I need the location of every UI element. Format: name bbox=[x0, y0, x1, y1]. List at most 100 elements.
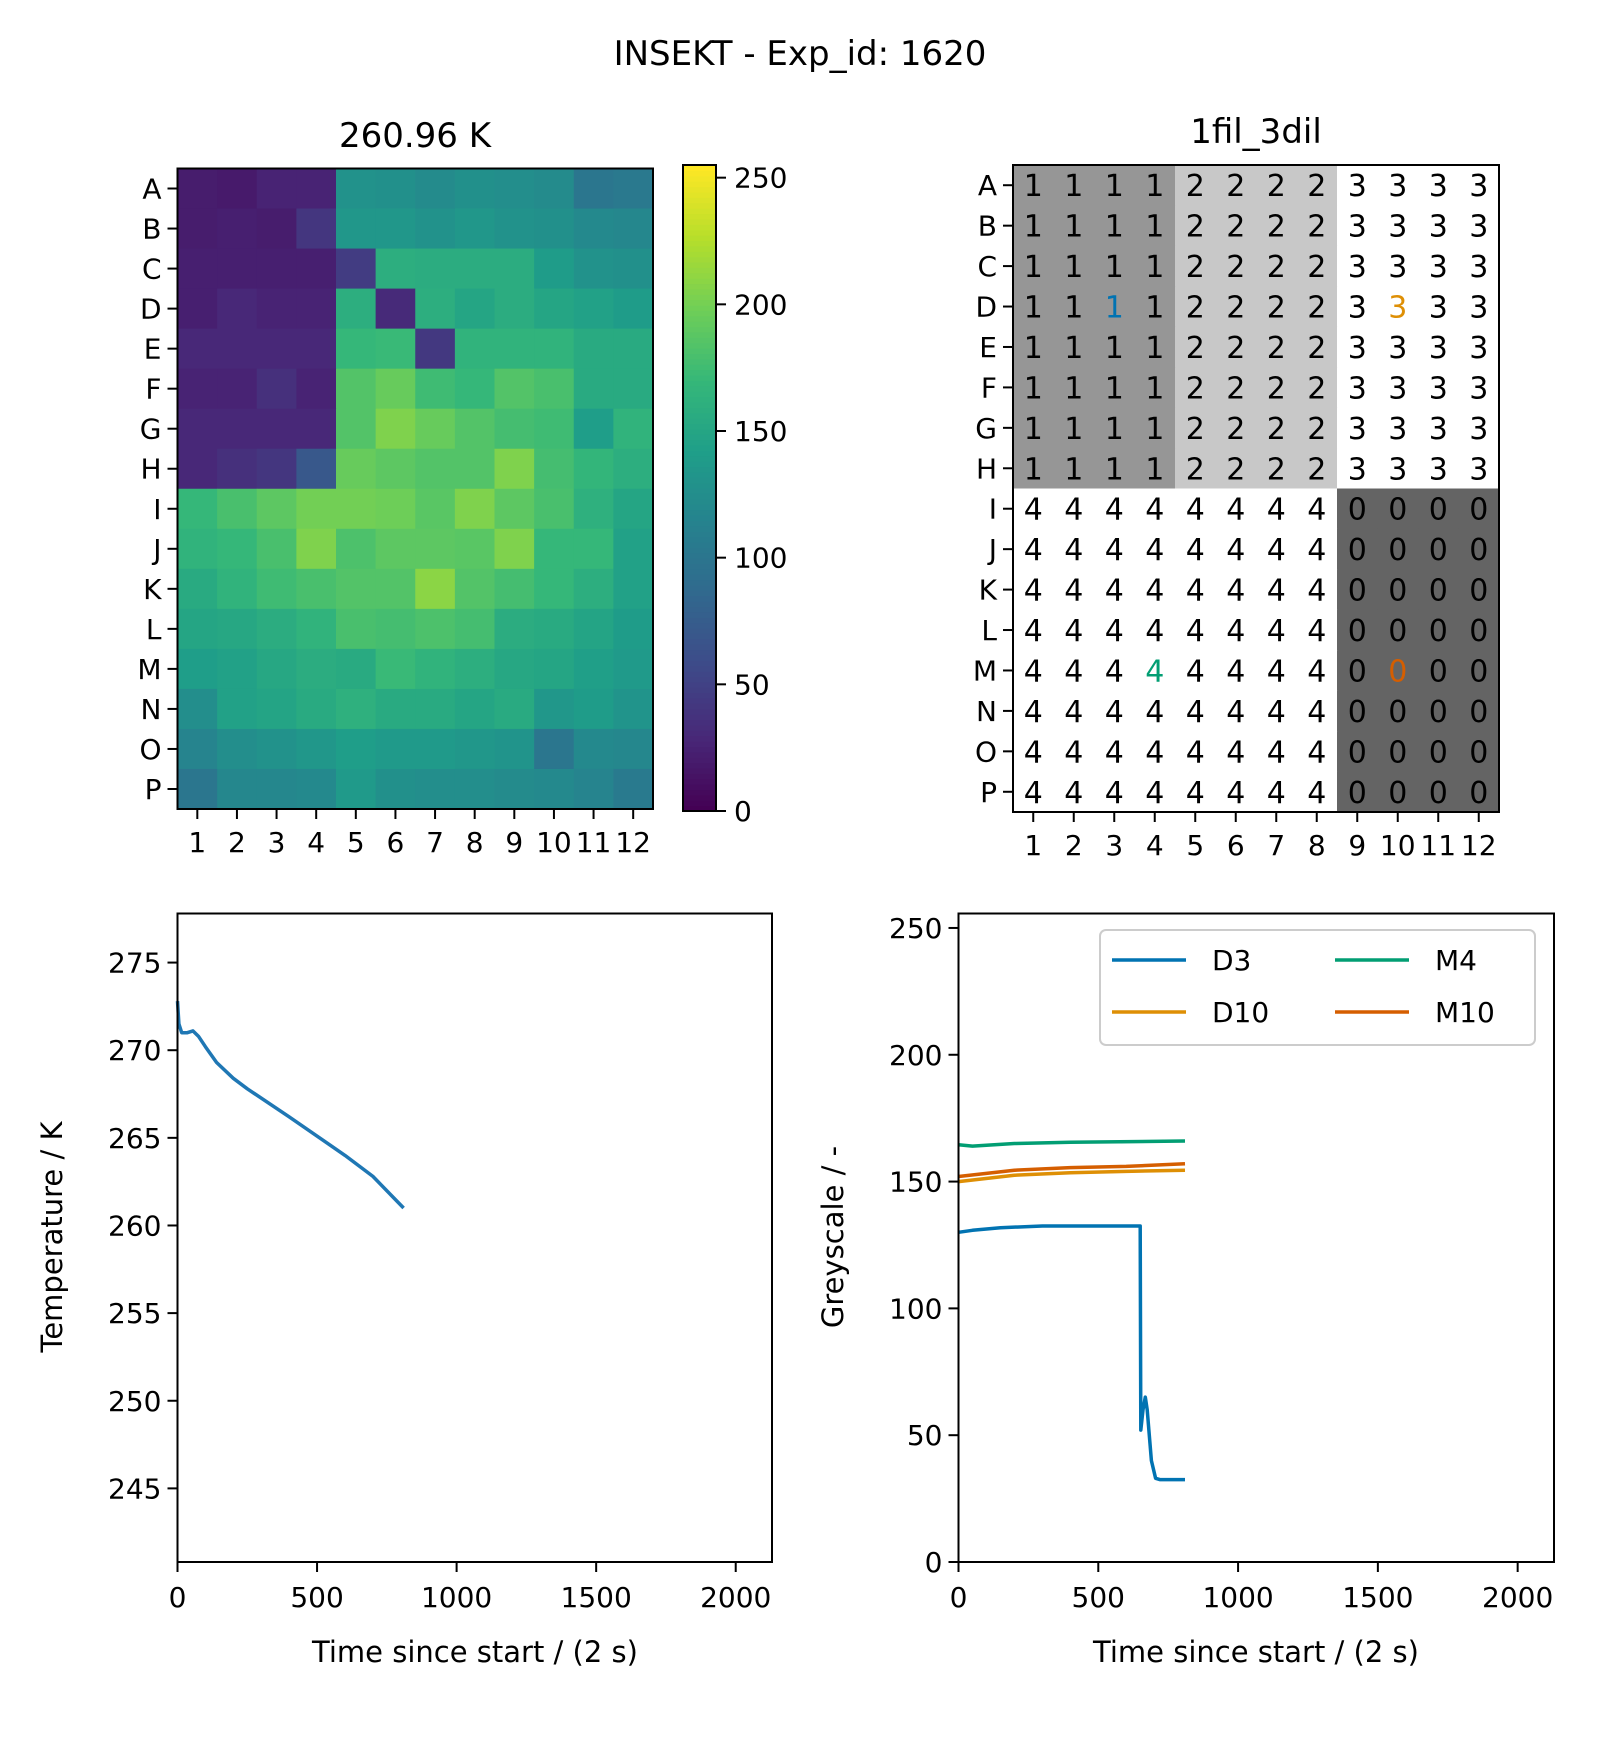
layout-cell-label: 1 bbox=[1024, 210, 1043, 245]
heatmap-cell bbox=[613, 688, 654, 730]
heatmap-cell bbox=[454, 688, 495, 730]
layout-cell-label: 4 bbox=[1226, 695, 1245, 730]
heatmap-cell bbox=[613, 248, 654, 290]
layout-cell-label: 4 bbox=[1064, 614, 1083, 649]
layout-cell-label: 4 bbox=[1064, 533, 1083, 568]
colorbar-segment bbox=[683, 708, 716, 715]
heatmap-cell bbox=[454, 208, 495, 250]
colorbar-segment bbox=[683, 498, 716, 505]
layout-cell-label: 3 bbox=[1348, 210, 1367, 245]
layout-cell bbox=[1134, 488, 1176, 530]
heatmap-cell bbox=[573, 608, 614, 650]
layout-row-label: I bbox=[989, 493, 997, 526]
colorbar-segment bbox=[683, 202, 716, 209]
heatmap-cell bbox=[454, 568, 495, 610]
layout-cell-label: 3 bbox=[1429, 412, 1448, 447]
heatmap-cell bbox=[415, 248, 456, 290]
layout-cell-label: 0 bbox=[1469, 614, 1488, 649]
layout-cell-label: 0 bbox=[1469, 776, 1488, 811]
colorbar-segment bbox=[683, 439, 716, 446]
layout-cell bbox=[1256, 165, 1297, 206]
temp-xtick-label: 0 bbox=[169, 1581, 187, 1614]
layout-cell bbox=[1134, 205, 1176, 247]
layout-cell bbox=[1458, 690, 1500, 732]
layout-cell-label: 4 bbox=[1145, 574, 1164, 609]
layout-cell bbox=[1377, 367, 1419, 409]
layout-cell-label: 4 bbox=[1226, 654, 1245, 689]
layout-cell bbox=[1256, 367, 1297, 409]
layout-cell-label: 0 bbox=[1388, 574, 1407, 609]
layout-cell-label: 1 bbox=[1105, 452, 1124, 487]
layout-col-label: 12 bbox=[1461, 829, 1497, 862]
heatmap-cell bbox=[256, 448, 297, 490]
colorbar-segment bbox=[683, 622, 716, 629]
layout-cell bbox=[1013, 488, 1054, 530]
heatmap-row-label: L bbox=[146, 613, 162, 646]
colorbar-segment bbox=[683, 369, 716, 376]
heatmap-cell bbox=[375, 608, 416, 650]
heatmap-cell bbox=[454, 608, 495, 650]
colorbar-segment bbox=[683, 229, 716, 236]
layout-cell-label: 2 bbox=[1226, 210, 1245, 245]
layout-cell-label: 0 bbox=[1348, 614, 1367, 649]
heatmap-col-label: 2 bbox=[228, 826, 246, 859]
layout-cell-label: 4 bbox=[1105, 533, 1124, 568]
heatmap-row-label: J bbox=[151, 533, 161, 566]
layout-cell bbox=[1053, 367, 1095, 409]
layout-cell bbox=[1215, 367, 1257, 409]
layout-cell-label: 0 bbox=[1469, 533, 1488, 568]
heatmap-cell bbox=[336, 648, 377, 690]
heatmap-cell bbox=[256, 168, 297, 210]
colorbar-segment bbox=[683, 681, 716, 688]
heatmap-cell bbox=[336, 208, 377, 250]
layout-cell bbox=[1458, 528, 1500, 570]
heatmap-cell bbox=[177, 408, 218, 450]
layout-cell bbox=[1377, 771, 1419, 813]
heatmap-cell bbox=[454, 408, 495, 450]
grey-xlabel: Time since start / (2 s) bbox=[1092, 1635, 1419, 1669]
heatmap-cell bbox=[177, 568, 218, 610]
colorbar-segment bbox=[683, 310, 716, 317]
layout-cell-label: 4 bbox=[1226, 735, 1245, 770]
colorbar-segment bbox=[683, 703, 716, 710]
heatmap-col-label: 9 bbox=[505, 826, 523, 859]
layout-cell bbox=[1418, 569, 1459, 611]
layout-cell-label: 0 bbox=[1469, 493, 1488, 528]
colorbar-segment bbox=[683, 649, 716, 656]
heatmap-cell bbox=[534, 448, 575, 490]
colorbar-segment bbox=[683, 654, 716, 661]
heatmap-cell bbox=[454, 768, 495, 810]
colorbar-segment bbox=[683, 724, 716, 731]
layout-cell-label: 2 bbox=[1267, 169, 1286, 204]
layout-cell-label: 2 bbox=[1186, 210, 1205, 245]
layout-cell-label: 2 bbox=[1267, 250, 1286, 285]
temp-ytick-label: 245 bbox=[108, 1472, 161, 1505]
layout-cell bbox=[1458, 165, 1500, 206]
colorbar-segment bbox=[683, 741, 716, 747]
layout-cell-label: 1 bbox=[1145, 452, 1164, 487]
colorbar-segment bbox=[683, 692, 716, 699]
colorbar-segment bbox=[683, 331, 716, 338]
heatmap-cell bbox=[573, 328, 614, 370]
colorbar-segment bbox=[683, 471, 716, 478]
layout-cell-label: 2 bbox=[1226, 291, 1245, 326]
colorbar-segment bbox=[683, 488, 716, 494]
heatmap-cell bbox=[534, 768, 575, 810]
grey-frame bbox=[957, 912, 1555, 1563]
layout-cell-label: 2 bbox=[1307, 250, 1326, 285]
layout-cell-label: 4 bbox=[1024, 654, 1043, 689]
heatmap-cell bbox=[454, 448, 495, 490]
heatmap-cell bbox=[177, 288, 218, 330]
heatmap-cell bbox=[573, 288, 614, 330]
heatmap-row-label: N bbox=[141, 693, 162, 726]
layout-cell bbox=[1175, 528, 1216, 570]
colorbar-segment bbox=[683, 697, 716, 704]
layout-cell-label: 4 bbox=[1267, 574, 1286, 609]
heatmap-cell bbox=[296, 688, 337, 730]
layout-cell-label: 1 bbox=[1024, 412, 1043, 447]
layout-cell-label: 3 bbox=[1348, 331, 1367, 366]
heatmap-cell bbox=[336, 608, 377, 650]
heatmap-cell bbox=[375, 688, 416, 730]
layout-cell bbox=[1094, 286, 1135, 328]
layout-cell-label: 1 bbox=[1024, 250, 1043, 285]
